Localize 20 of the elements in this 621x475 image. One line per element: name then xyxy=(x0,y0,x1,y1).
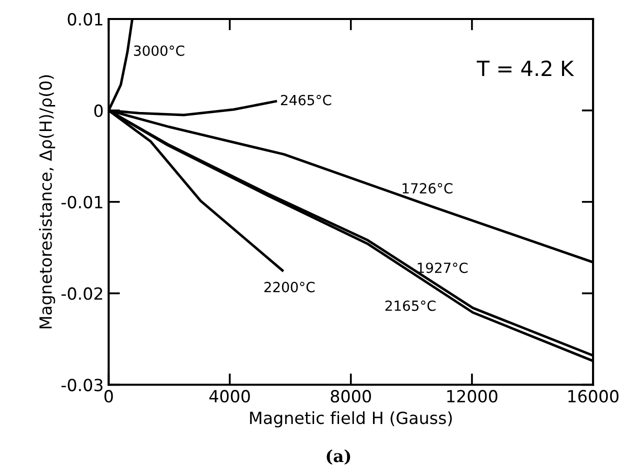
series-label: 3000°C xyxy=(134,45,184,56)
text: (a) xyxy=(326,449,350,465)
y-tick-label: 0 xyxy=(94,104,103,118)
y-axis-title: Magnetoresistance, Δρ(H)/ρ(0) xyxy=(39,75,56,328)
x-tick-label: 12000 xyxy=(447,390,498,403)
y-tick-label: 0.01 xyxy=(68,12,102,26)
y-tick-label: -0.03 xyxy=(62,378,102,392)
annotation: T = 4.2 K xyxy=(476,60,574,76)
x-axis-title: Magnetic field H (Gauss) xyxy=(250,411,452,428)
x-tick-label: 16000 xyxy=(568,390,618,403)
series-label: 1726°C xyxy=(402,183,452,194)
series-label: 2465°C xyxy=(280,94,332,106)
y-tick-label: -0.02 xyxy=(62,287,102,300)
x-tick-label: 0 xyxy=(104,390,113,403)
y-tick-label: -0.01 xyxy=(62,196,102,208)
series-label: 2165°C xyxy=(385,300,436,311)
x-tick-label: 4000 xyxy=(209,390,250,403)
x-tick-label: 8000 xyxy=(330,390,371,403)
series-label: 2200°C xyxy=(264,282,315,292)
series-label: 1927°C xyxy=(418,262,468,274)
